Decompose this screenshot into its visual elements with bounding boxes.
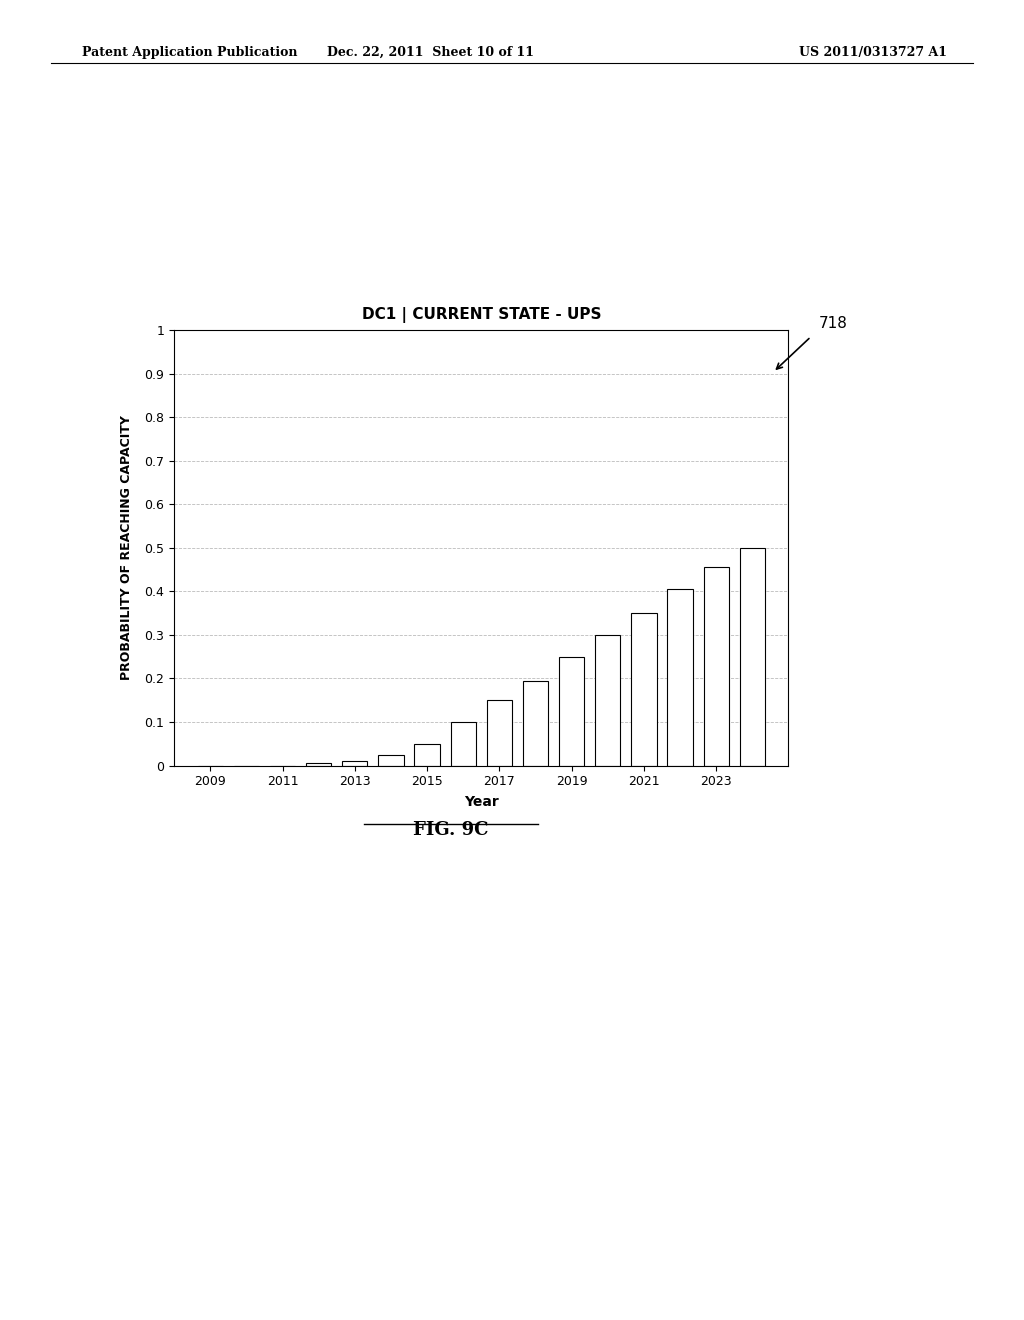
Bar [523,681,548,766]
Bar [342,762,368,766]
Y-axis label: PROBABILITY OF REACHING CAPACITY: PROBABILITY OF REACHING CAPACITY [120,416,133,680]
Bar [486,700,512,766]
Bar [306,763,332,766]
Text: FIG. 9C: FIG. 9C [413,821,488,840]
Bar [703,568,729,766]
Bar [668,589,692,766]
Bar [451,722,476,766]
Bar [631,612,656,766]
Bar [378,755,403,766]
Text: Dec. 22, 2011  Sheet 10 of 11: Dec. 22, 2011 Sheet 10 of 11 [327,46,534,59]
Bar [739,548,765,766]
Text: US 2011/0313727 A1: US 2011/0313727 A1 [799,46,947,59]
Bar [559,657,585,766]
Bar [595,635,621,766]
Text: Patent Application Publication: Patent Application Publication [82,46,297,59]
Text: 718: 718 [819,315,848,331]
Title: DC1 | CURRENT STATE - UPS: DC1 | CURRENT STATE - UPS [361,306,601,323]
X-axis label: Year: Year [464,795,499,809]
Bar [415,744,439,766]
